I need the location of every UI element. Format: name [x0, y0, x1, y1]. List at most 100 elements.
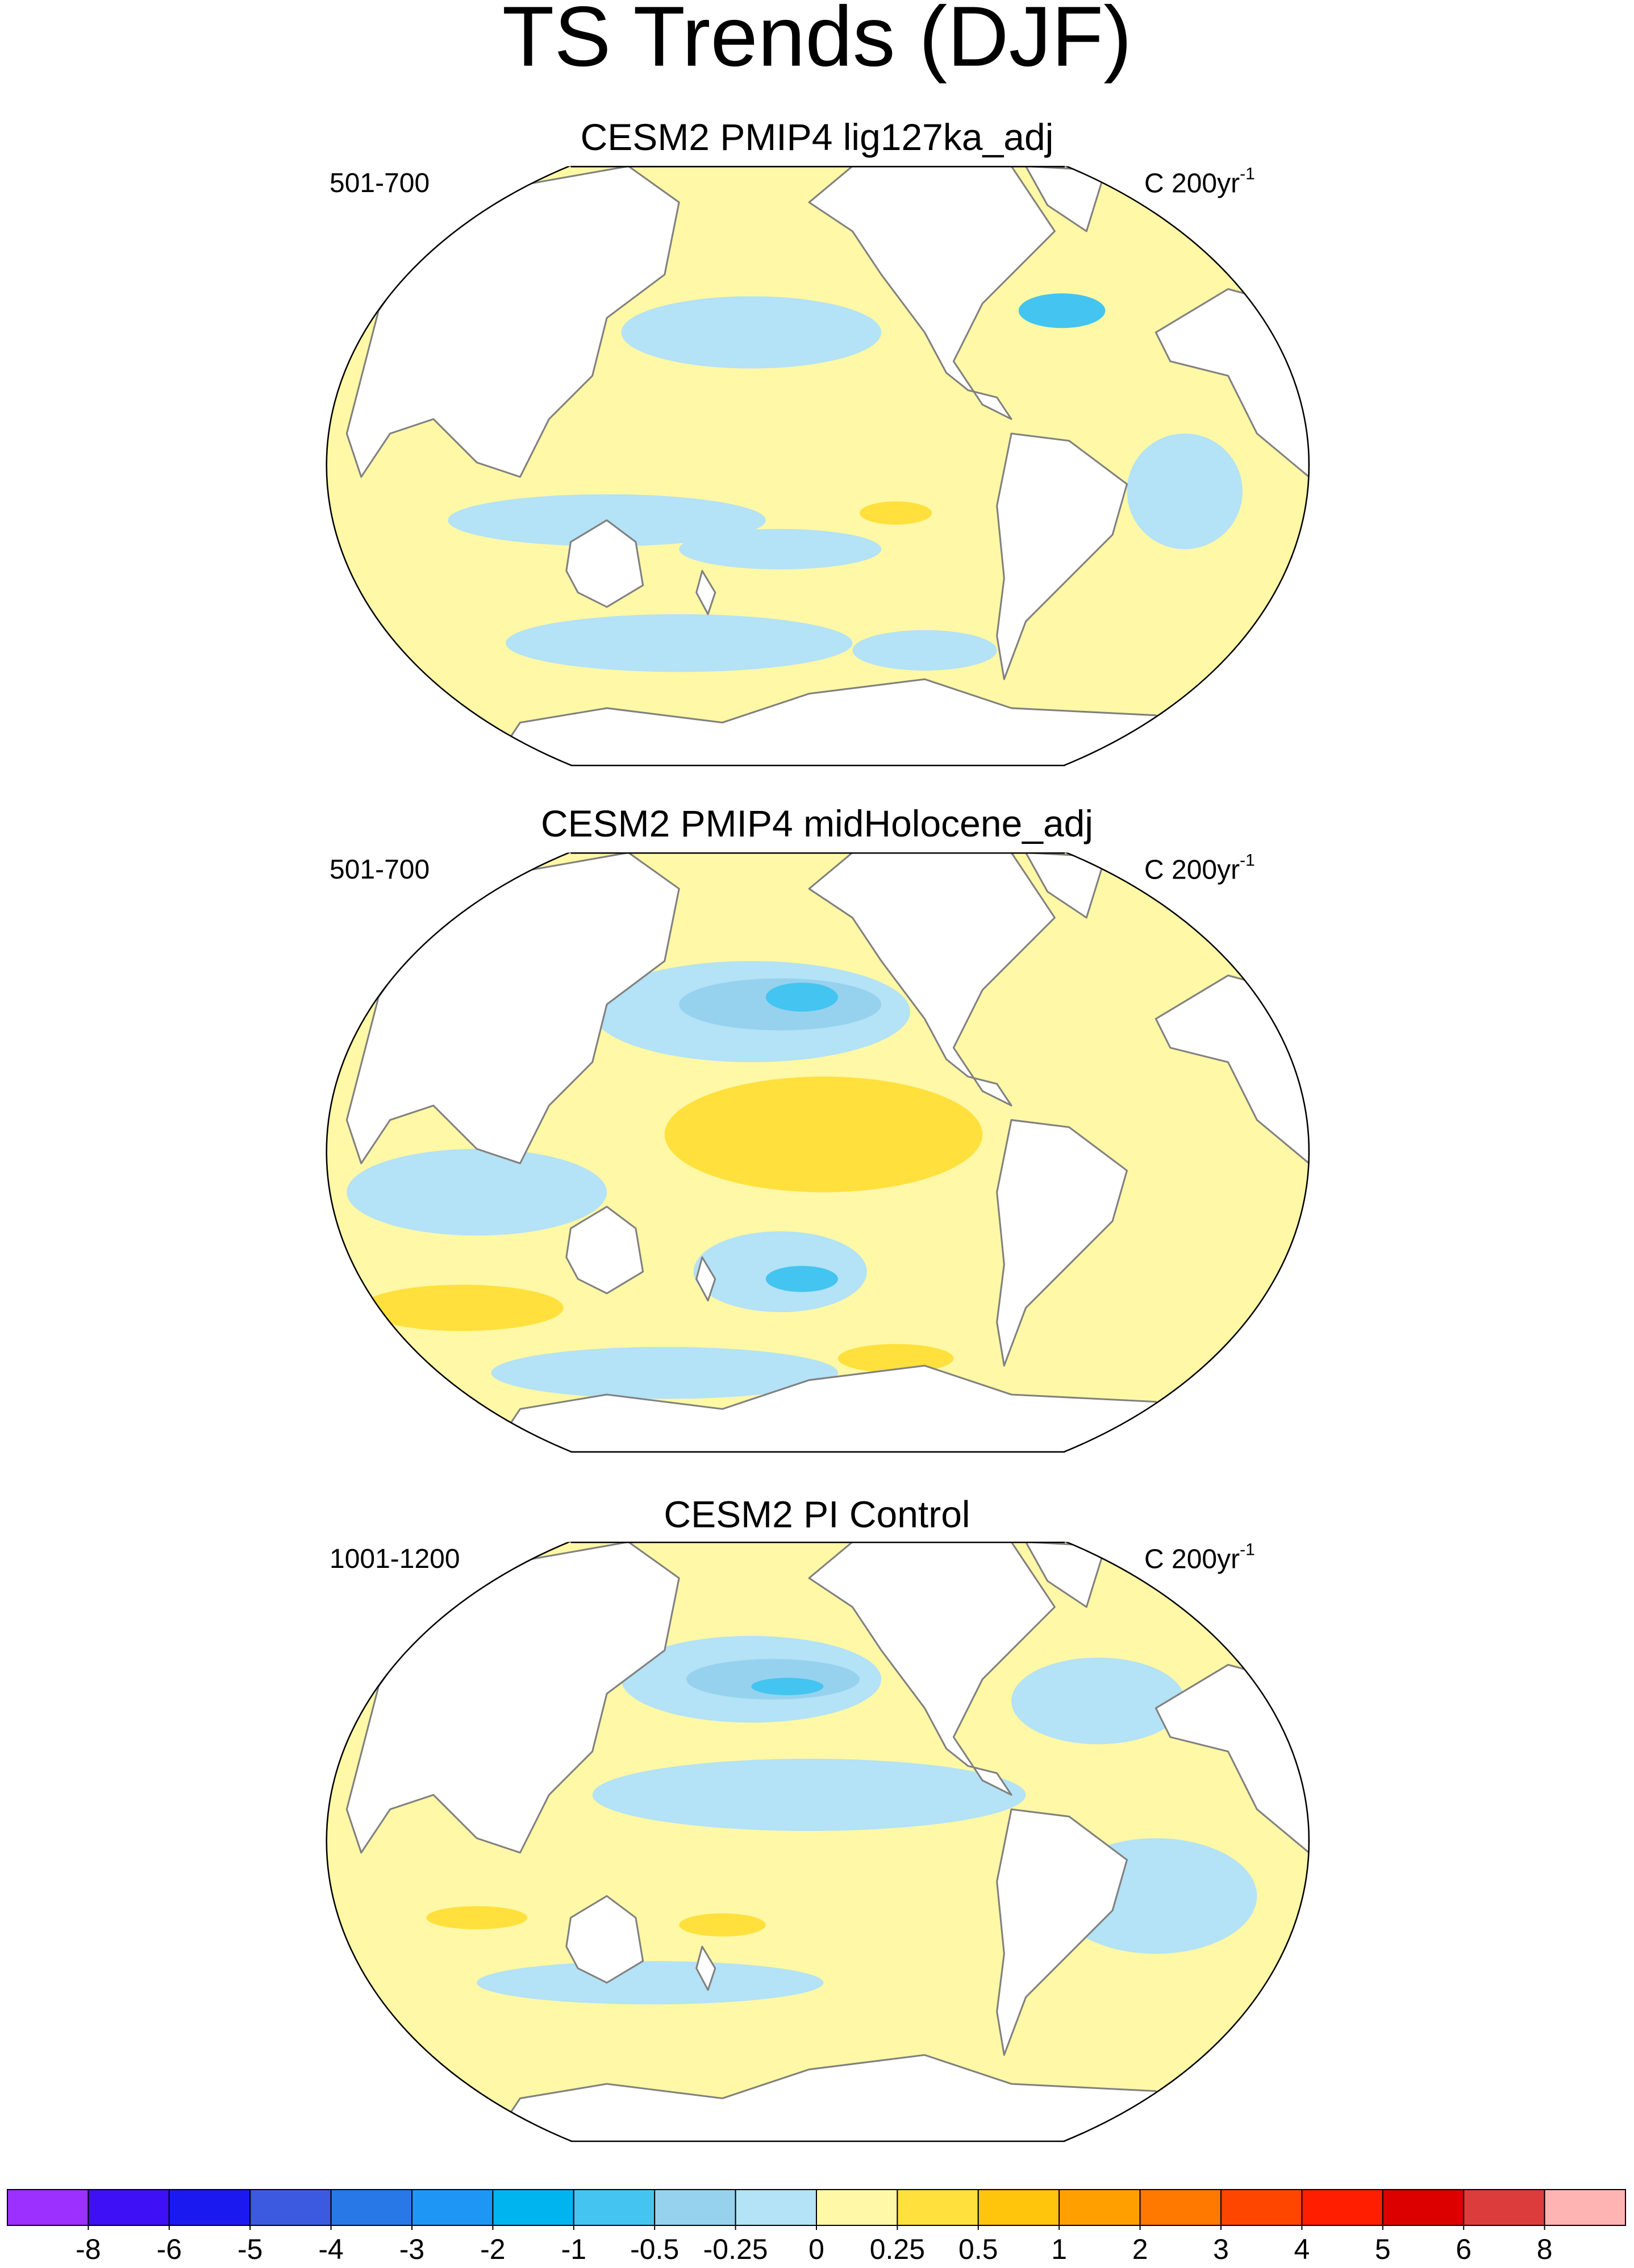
land	[565, 1205, 644, 1295]
land	[695, 1256, 716, 1302]
left-string: 501-700	[330, 855, 430, 885]
colorbar-label: -8	[76, 2233, 101, 2265]
right-string: C 200yr-1	[1144, 851, 1255, 885]
map-border	[326, 1542, 1310, 2142]
colorbar-label: -0.25	[703, 2233, 768, 2265]
colorbar-box	[1463, 2189, 1545, 2226]
land	[808, 166, 1056, 420]
colorbar-box	[735, 2189, 817, 2226]
panel-title: CESM2 PI Control	[664, 1493, 970, 1535]
colorbar-label: -1	[561, 2233, 586, 2265]
colorbar-box	[249, 2189, 332, 2226]
panel-title: CESM2 PMIP4 lig127ka_adj	[581, 116, 1054, 158]
map-content	[326, 166, 1309, 766]
anomaly-region	[765, 983, 838, 1012]
colorbar-label: -6	[157, 2233, 182, 2265]
colorbar-label: -4	[318, 2233, 343, 2265]
colorbar-box	[168, 2189, 251, 2226]
right-string: C 200yr-1	[1144, 1540, 1255, 1574]
map-content	[326, 852, 1309, 1453]
anomaly-region	[1127, 433, 1243, 550]
anomaly-region	[426, 1906, 528, 1929]
map-border-group	[326, 852, 1310, 1453]
colorbar-box	[492, 2189, 574, 2226]
anomaly-region	[664, 1076, 983, 1192]
map-panel	[326, 165, 1310, 767]
colorbar-box	[87, 2189, 170, 2226]
left-string: 1001-1200	[330, 1544, 460, 1574]
colorbar-box	[654, 2189, 736, 2226]
colorbar: -8 -6 -5 -4 -3 -2 -1 -0.5 -0.25 0 0.25 0.5 1 2 3 4 5 6 8	[7, 2189, 1627, 2265]
colorbar-box	[1301, 2189, 1383, 2226]
land	[565, 1895, 644, 1984]
anomaly-region	[1011, 1657, 1185, 1745]
panel-title: CESM2 PMIP4 midHolocene_adj	[541, 802, 1093, 844]
colorbar-box	[977, 2189, 1060, 2226]
map-clip-rect	[326, 852, 1310, 1453]
right-string-exponent: -1	[1240, 164, 1255, 183]
figure-title: TS Trends (DJF)	[502, 0, 1132, 84]
anomaly-region	[860, 501, 932, 525]
land	[808, 1542, 1056, 1796]
anomaly-region	[621, 296, 882, 369]
colorbar-box	[411, 2189, 494, 2226]
land	[996, 432, 1128, 680]
land	[695, 569, 716, 615]
colorbar-label: 4	[1294, 2233, 1310, 2265]
colorbar-label: -3	[399, 2233, 424, 2265]
map-border	[326, 852, 1310, 1453]
colorbar-label: -5	[237, 2233, 262, 2265]
colorbar-box	[573, 2189, 656, 2226]
anomaly-region	[679, 528, 882, 569]
anomaly-region	[852, 630, 997, 671]
colorbar-label: 0.5	[958, 2233, 998, 2265]
colorbar-label: -0.5	[630, 2233, 679, 2265]
map-clip-rect	[326, 1542, 1310, 2142]
land	[996, 1808, 1128, 2056]
anomaly-region	[361, 1284, 564, 1331]
colorbar-box	[1058, 2189, 1141, 2226]
map-clip-rect	[326, 166, 1310, 766]
colorbar-label: 6	[1456, 2233, 1472, 2265]
colorbar-box	[7, 2189, 89, 2226]
map-border-group	[326, 166, 1310, 766]
land	[808, 852, 1056, 1106]
right-string-units: C 200yr	[1144, 168, 1240, 198]
anomaly-region	[592, 1758, 1026, 1831]
map-panel	[326, 1541, 1310, 2142]
map-content	[326, 1542, 1309, 2142]
right-string-exponent: -1	[1240, 851, 1255, 869]
colorbar-box	[1220, 2189, 1303, 2226]
anomaly-region	[751, 1678, 824, 1695]
colorbar-box	[897, 2189, 979, 2226]
land	[490, 2054, 1201, 2142]
right-string: C 200yr-1	[1144, 164, 1255, 198]
colorbar-label: 1	[1051, 2233, 1067, 2265]
colorbar-label: 8	[1537, 2233, 1553, 2265]
anomaly-region	[765, 1266, 838, 1292]
anomaly-region	[679, 1913, 766, 1937]
land	[490, 678, 1201, 766]
land	[1154, 1664, 1309, 1854]
colorbar-label: 0.25	[870, 2233, 925, 2265]
right-string-units: C 200yr	[1144, 1544, 1240, 1574]
anomaly-region	[506, 614, 853, 672]
map-panel	[326, 852, 1310, 1453]
anomaly-region	[477, 1961, 824, 2005]
land	[695, 1945, 716, 1991]
colorbar-box	[1139, 2189, 1222, 2226]
colorbar-label: -2	[480, 2233, 505, 2265]
anomaly-region	[1018, 293, 1106, 328]
land	[1154, 974, 1309, 1164]
left-string: 501-700	[330, 168, 430, 198]
colorbar-box	[1544, 2189, 1627, 2226]
colorbar-label: 0	[808, 2233, 824, 2265]
land	[1154, 288, 1309, 478]
colorbar-box	[1382, 2189, 1465, 2226]
right-string-units: C 200yr	[1144, 855, 1240, 885]
map-border	[326, 166, 1310, 766]
right-string-exponent: -1	[1240, 1540, 1255, 1559]
map-border-group	[326, 1542, 1310, 2142]
land	[565, 519, 644, 608]
